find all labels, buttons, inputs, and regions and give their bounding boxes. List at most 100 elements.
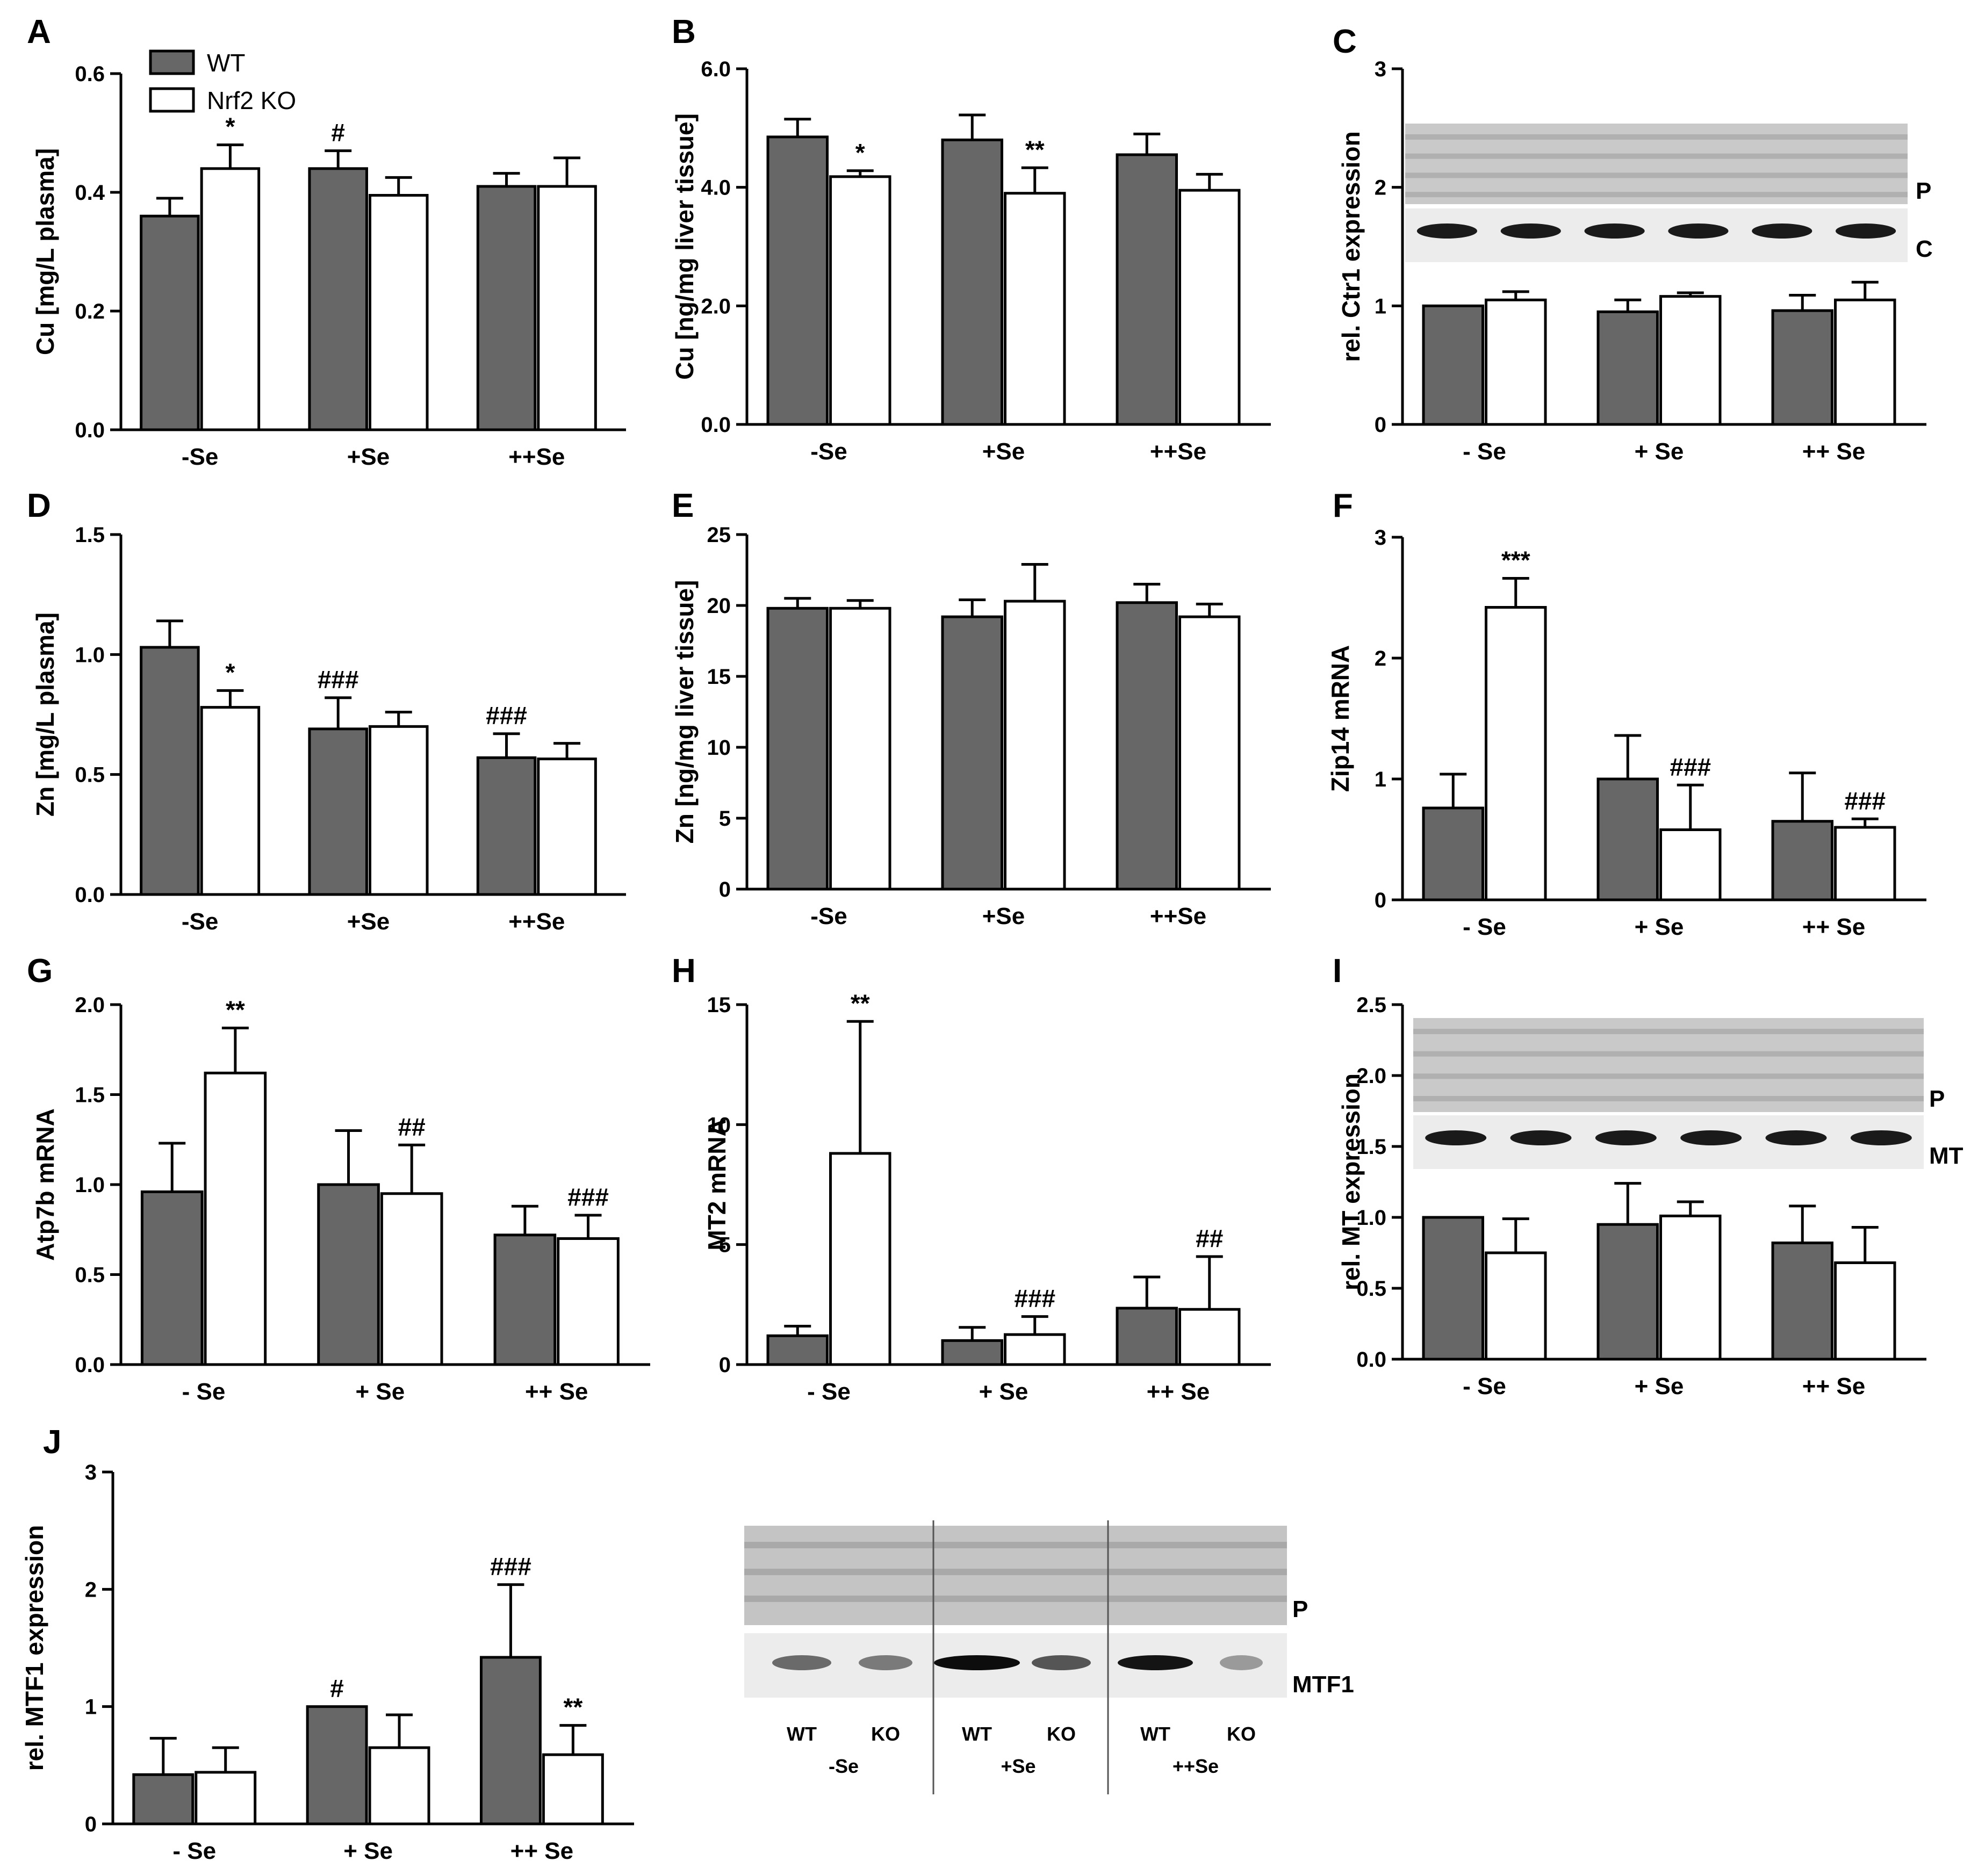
bar-ko-3: [542, 1753, 604, 1826]
bar-wt-2: [306, 1705, 368, 1826]
bar-wt-1: [766, 1334, 829, 1366]
legend: WT Nrf2 KO: [149, 49, 296, 114]
y-tick-label: 15: [707, 665, 731, 689]
ponceau-band: [1413, 1051, 1924, 1057]
bar-ko-2: [1004, 192, 1066, 426]
blot-band: [1835, 223, 1896, 239]
y-tick-label: 0.6: [75, 62, 105, 86]
bar-wt-2: [317, 1183, 380, 1366]
y-tick-label: 0.0: [701, 413, 731, 437]
bar-wt-2: [941, 1339, 1003, 1366]
blot-label-p: P: [1929, 1086, 1945, 1112]
ponceau-band: [744, 1542, 1287, 1548]
significance-mark: ***: [1501, 546, 1530, 574]
bar-ko-1: [829, 607, 891, 891]
panel-f: F 0 1 2 3 Zip14 mRNA - Se + Se ++ Se *** ### ###: [1326, 487, 1926, 940]
bar-wt-1: [132, 1773, 195, 1826]
y-tick-label: 1: [1375, 768, 1386, 791]
legend-label: Nrf2 KO: [207, 86, 296, 114]
bar-wt-2: [308, 167, 368, 431]
category-label: + Se: [1635, 914, 1684, 940]
category-label: + Se: [343, 1838, 393, 1864]
category-label: ++ Se: [1802, 438, 1865, 465]
category-label: ++ Se: [1147, 1379, 1210, 1405]
bar-wt-3: [476, 756, 537, 896]
category-label: +Se: [347, 444, 390, 470]
panel-c: C 0 1 2 3 rel. Ctr1 expression - Se + Se ++ Se: [1333, 23, 1926, 465]
y-tick-label: 0: [1375, 413, 1386, 437]
bar-wt-3: [1116, 153, 1178, 426]
bar-ko-3: [537, 757, 597, 896]
y-tick-label: 0.0: [1356, 1348, 1386, 1372]
bar-ko-3: [557, 1237, 620, 1366]
bar-ko-1: [1485, 1251, 1547, 1361]
y-tick-label: 0.5: [1356, 1277, 1386, 1301]
panel-label: G: [27, 953, 53, 990]
category-label: +Se: [982, 903, 1025, 929]
panel-e: E 0 5 10 15 20 25 Zn [ng/mg liver tissue] -Se +Se…: [671, 487, 1271, 929]
lane-label: KO: [1047, 1723, 1076, 1745]
blot-label-protein: MT: [1929, 1143, 1963, 1169]
bar-wt-2: [308, 727, 368, 896]
panel-a: A 0.0 0.2 0.4 0.6 Cu [mg/L plasma] -Se +Se ++Se *…: [27, 13, 626, 470]
y-tick-label: 0: [1375, 889, 1386, 912]
y-axis-label: Cu [mg/L plasma]: [31, 148, 59, 355]
ponceau-band: [1405, 192, 1908, 198]
y-tick-label: 0: [719, 878, 731, 901]
ponceau-band: [1405, 153, 1908, 159]
bar-ko-1: [1485, 298, 1547, 426]
blot-background: [1405, 208, 1908, 262]
y-tick-label: 20: [707, 594, 731, 618]
bar-wt-2: [1596, 777, 1659, 901]
bar-ko-3: [1834, 298, 1896, 426]
lane-label: KO: [871, 1723, 900, 1745]
blot-label-protein: C: [1916, 236, 1933, 262]
significance-mark: ###: [490, 1553, 531, 1581]
y-axis-label: Cu [ng/mg liver tissue]: [671, 113, 699, 380]
significance-mark: **: [563, 1693, 582, 1721]
category-label: ++Se: [1150, 903, 1206, 929]
blot-background: [1413, 1115, 1924, 1169]
category-label: + Se: [1635, 438, 1684, 465]
blot-label-p: P: [1916, 178, 1931, 204]
bar-ko-2: [1659, 1214, 1722, 1361]
y-tick-label: 4.0: [701, 176, 731, 200]
panel-label: F: [1333, 487, 1353, 524]
y-tick-label: 3: [1375, 526, 1386, 550]
legend-swatch-ko: [149, 87, 195, 113]
y-tick-label: 2.0: [75, 993, 105, 1017]
lane-label: WT: [1140, 1723, 1170, 1745]
y-tick-label: 0.0: [75, 419, 105, 442]
significance-mark: #: [330, 1675, 344, 1702]
category-label: ++Se: [508, 444, 565, 470]
y-tick-label: 1.5: [75, 1084, 105, 1107]
y-axis-label: rel. Ctr1 expression: [1337, 131, 1365, 362]
y-tick-label: 1.0: [75, 1173, 105, 1197]
y-tick-label: 1.5: [1356, 1135, 1386, 1159]
bar-ko-3: [1178, 615, 1241, 891]
ponceau-band: [1405, 134, 1908, 140]
bar-wt-2: [941, 615, 1003, 891]
significance-mark: ###: [1014, 1285, 1055, 1312]
significance-mark: ###: [318, 666, 359, 694]
category-label: -Se: [810, 903, 847, 929]
group-label: -Se: [829, 1755, 859, 1777]
blot-band: [1595, 1130, 1657, 1145]
y-tick-label: 5: [719, 1233, 731, 1257]
panel-b: B 0.0 2.0 4.0 6.0 Cu [ng/mg liver tissue] -Se +…: [671, 13, 1271, 465]
y-tick-label: 5: [719, 807, 731, 831]
ponceau-band: [1405, 172, 1908, 178]
bar-ko-3: [537, 185, 597, 431]
y-tick-label: 1.0: [75, 643, 105, 667]
significance-mark: ##: [1196, 1224, 1223, 1252]
bar-ko-1: [195, 1771, 257, 1826]
category-label: - Se: [172, 1838, 216, 1864]
ponceau-band: [744, 1596, 1287, 1602]
group-label: +Se: [1001, 1755, 1035, 1777]
bar-wt-1: [1422, 304, 1484, 426]
bar-ko-2: [1004, 600, 1066, 891]
blot-band: [859, 1655, 912, 1670]
blot-band: [1765, 1130, 1827, 1145]
panel-d: D 0.0 0.5 1.0 1.5 Zn [mg/L plasma] -Se +Se ++Se *…: [27, 487, 626, 935]
